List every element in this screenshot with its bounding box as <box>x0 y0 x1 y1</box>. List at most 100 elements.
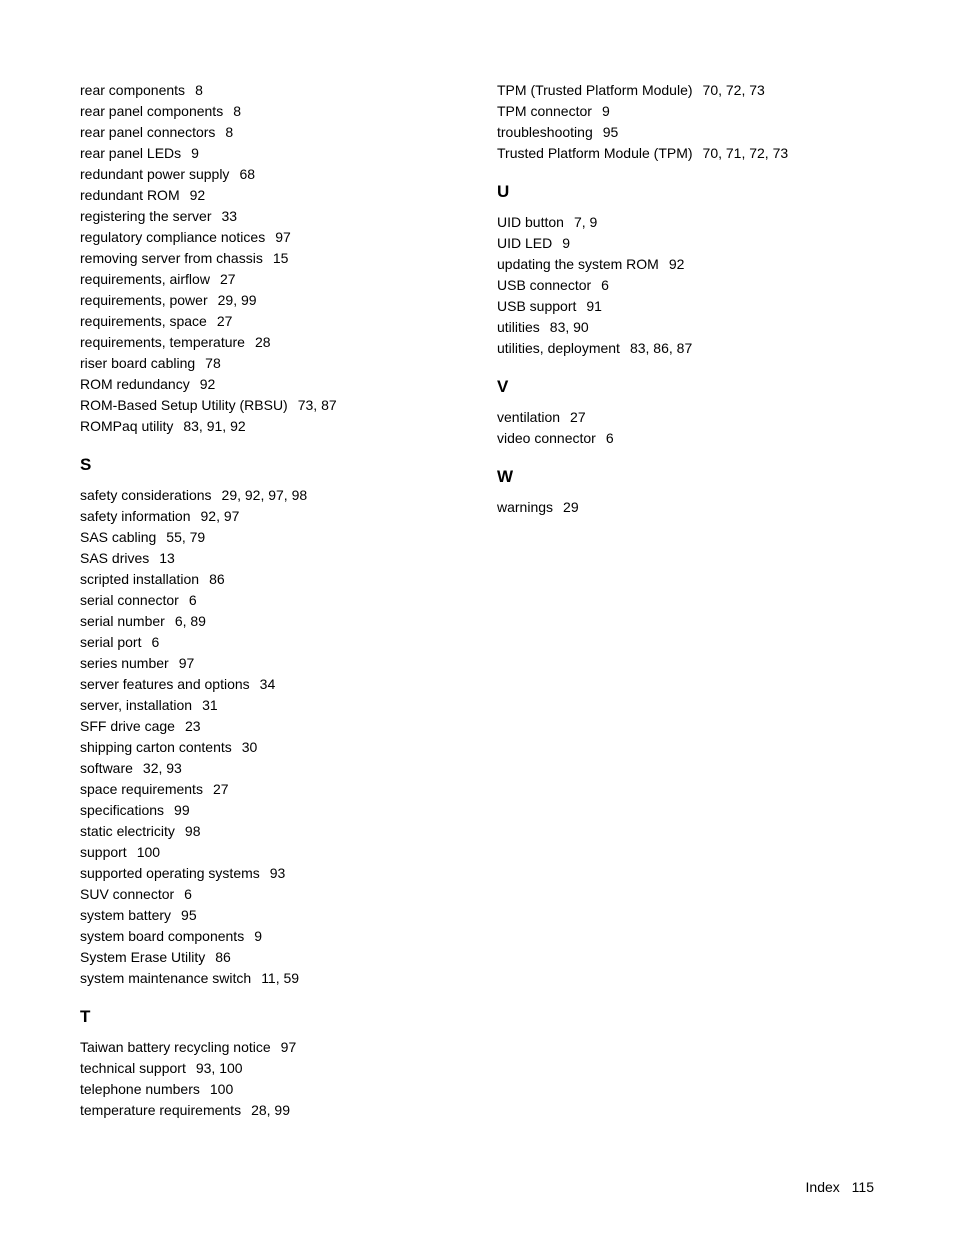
index-pages: 73, 87 <box>298 397 337 413</box>
index-term: system maintenance switch <box>80 970 251 986</box>
index-term: redundant ROM <box>80 187 180 203</box>
index-pages: 9 <box>254 928 262 944</box>
index-pages: 27 <box>213 781 229 797</box>
index-entry: system battery95 <box>80 905 457 926</box>
index-pages: 9 <box>191 145 199 161</box>
index-entry: SUV connector6 <box>80 884 457 905</box>
index-entry: SFF drive cage23 <box>80 716 457 737</box>
index-term: SAS drives <box>80 550 149 566</box>
index-entry: ROM-Based Setup Utility (RBSU)73, 87 <box>80 395 457 416</box>
index-entry: SAS drives13 <box>80 548 457 569</box>
index-entry: safety considerations29, 92, 97, 98 <box>80 485 457 506</box>
index-term: ROM redundancy <box>80 376 190 392</box>
index-page: rear components8rear panel components8 re… <box>0 0 954 1161</box>
index-pages: 86 <box>215 949 231 965</box>
index-entry: TPM (Trusted Platform Module)70, 72, 73 <box>497 80 874 101</box>
index-term: server features and options <box>80 676 250 692</box>
index-entry: shipping carton contents30 <box>80 737 457 758</box>
index-entry: rear components8 <box>80 80 457 101</box>
index-pages: 31 <box>202 697 218 713</box>
index-entry: space requirements 27 <box>80 779 457 800</box>
index-pages: 6 <box>601 277 609 293</box>
index-entry: requirements, power29, 99 <box>80 290 457 311</box>
index-entry: serial number 6, 89 <box>80 611 457 632</box>
index-term: rear panel LEDs <box>80 145 181 161</box>
index-term: serial connector <box>80 592 179 608</box>
index-term: technical support <box>80 1060 186 1076</box>
index-pages: 34 <box>260 676 276 692</box>
index-term: UID button <box>497 214 564 230</box>
index-pages: 29 <box>563 499 579 515</box>
index-entry: redundant ROM92 <box>80 185 457 206</box>
index-term: rear panel connectors <box>80 124 215 140</box>
index-pages: 6, 89 <box>175 613 206 629</box>
index-term: serial number <box>80 613 165 629</box>
index-entry: temperature requirements28, 99 <box>80 1100 457 1121</box>
index-term: removing server from chassis <box>80 250 263 266</box>
index-pages: 6 <box>151 634 159 650</box>
index-pages: 93, 100 <box>196 1060 243 1076</box>
index-term: system board components <box>80 928 244 944</box>
index-entry: updating the system ROM92 <box>497 254 874 275</box>
index-pages: 8 <box>233 103 241 119</box>
index-pages: 11, 59 <box>261 970 299 986</box>
index-entry: static electricity98 <box>80 821 457 842</box>
index-term: safety information <box>80 508 191 524</box>
index-pages: 68 <box>239 166 255 182</box>
index-pages: 29, 92, 97, 98 <box>222 487 308 503</box>
footer-label: Index <box>806 1179 840 1195</box>
index-pages: 78 <box>205 355 221 371</box>
index-pages: 92, 97 <box>201 508 240 524</box>
index-pages: 27 <box>570 409 586 425</box>
index-pages: 55, 79 <box>166 529 205 545</box>
index-term: ventilation <box>497 409 560 425</box>
index-term: video connector <box>497 430 596 446</box>
index-term: specifications <box>80 802 164 818</box>
index-pages: 86 <box>209 571 225 587</box>
index-pages: 9 <box>562 235 570 251</box>
index-entry: requirements, airflow27 <box>80 269 457 290</box>
index-entry: registering the server33 <box>80 206 457 227</box>
index-term: SAS cabling <box>80 529 156 545</box>
index-pages: 92 <box>200 376 216 392</box>
index-pages: 97 <box>179 655 195 671</box>
index-term: regulatory compliance notices <box>80 229 265 245</box>
index-term: redundant power supply <box>80 166 229 182</box>
index-term: support <box>80 844 127 860</box>
index-pages: 83, 86, 87 <box>630 340 692 356</box>
index-pages: 92 <box>669 256 685 272</box>
index-pages: 91 <box>586 298 602 314</box>
index-entry: telephone numbers100 <box>80 1079 457 1100</box>
index-entry: supported operating systems 93 <box>80 863 457 884</box>
index-term: series number <box>80 655 169 671</box>
index-entry: server features and options 34 <box>80 674 457 695</box>
index-entry: ventilation 27 <box>497 407 874 428</box>
index-entry: specifications99 <box>80 800 457 821</box>
index-pages: 6 <box>184 886 192 902</box>
index-entry: rear panel LEDs 9 <box>80 143 457 164</box>
index-term: space requirements <box>80 781 203 797</box>
index-term: supported operating systems <box>80 865 260 881</box>
index-pages: 7, 9 <box>574 214 597 230</box>
index-pages: 6 <box>189 592 197 608</box>
index-term: temperature requirements <box>80 1102 241 1118</box>
index-entry: redundant power supply 68 <box>80 164 457 185</box>
index-entry: UID LED9 <box>497 233 874 254</box>
index-term: utilities, deployment <box>497 340 620 356</box>
index-entry: series number 97 <box>80 653 457 674</box>
index-term: USB support <box>497 298 576 314</box>
index-term: TPM connector <box>497 103 592 119</box>
index-entry: removing server from chassis15 <box>80 248 457 269</box>
index-pages: 8 <box>225 124 233 140</box>
index-entry: regulatory compliance notices97 <box>80 227 457 248</box>
index-pages: 100 <box>210 1081 233 1097</box>
index-entry: rear panel components8 <box>80 101 457 122</box>
index-entry: scripted installation86 <box>80 569 457 590</box>
index-entry: video connector6 <box>497 428 874 449</box>
index-entry: Trusted Platform Module (TPM)70, 71, 72,… <box>497 143 874 164</box>
index-entry: troubleshooting95 <box>497 122 874 143</box>
page-footer: Index 115 <box>806 1179 874 1195</box>
index-pages: 93 <box>270 865 286 881</box>
index-entry: support100 <box>80 842 457 863</box>
index-entry: Taiwan battery recycling notice97 <box>80 1037 457 1058</box>
